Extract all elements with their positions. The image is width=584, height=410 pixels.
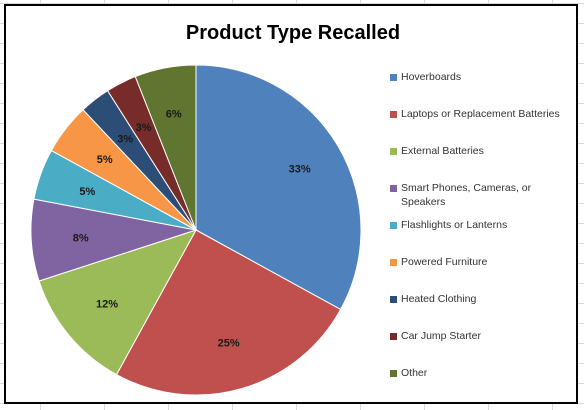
legend-swatch bbox=[390, 333, 397, 340]
legend-item: Car Jump Starter bbox=[390, 329, 571, 343]
legend-item: External Batteries bbox=[390, 144, 571, 158]
chart-title: Product Type Recalled bbox=[185, 22, 401, 44]
data-label-4: 8% bbox=[73, 232, 89, 244]
legend-label: Hoverboards bbox=[401, 71, 462, 83]
legend-swatch bbox=[390, 111, 397, 118]
pie-data-labels: 33% 25% 12% 8% 5% 5% 3%3% 6% bbox=[73, 108, 311, 349]
legend-label: Other bbox=[401, 367, 428, 379]
legend-label: Heated Clothing bbox=[401, 293, 477, 305]
legend-item: Other bbox=[390, 366, 571, 380]
data-label-7: 3% bbox=[117, 134, 133, 146]
legend-item: Powered Furniture bbox=[390, 255, 571, 269]
legend-item: Laptops or Replacement Batteries bbox=[390, 107, 571, 121]
legend-swatch bbox=[390, 74, 397, 81]
pie-slice-9[interactable] bbox=[134, 64, 197, 231]
legend-item: Hoverboards bbox=[390, 70, 571, 84]
legend-swatch bbox=[390, 296, 397, 303]
pie-slices bbox=[30, 64, 362, 396]
legend-swatch bbox=[390, 259, 397, 266]
data-label-1: 33% bbox=[289, 164, 311, 176]
legend-swatch bbox=[390, 148, 397, 155]
data-label-6: 5% bbox=[97, 154, 113, 166]
data-label-2: 25% bbox=[218, 338, 240, 350]
pie-chart[interactable]: 33% 25% 12% 8% 5% 5% 3%3% 6% bbox=[6, 6, 576, 402]
chart-area[interactable]: Product Type Recalled 33% 25% 12% 8% 5% 5% 3% 3… bbox=[4, 4, 578, 404]
legend-label: Car Jump Starter bbox=[401, 330, 481, 342]
legend-label: Flashlights or Lanterns bbox=[401, 219, 508, 231]
data-label-3: 12% bbox=[96, 299, 118, 311]
legend-label: Laptops or Replacement Batteries bbox=[401, 108, 560, 120]
data-label-5: 5% bbox=[79, 186, 95, 198]
legend-item: Flashlights or Lanterns bbox=[390, 218, 571, 232]
legend-label: Powered Furniture bbox=[401, 256, 488, 268]
legend-swatch bbox=[390, 222, 397, 229]
pie-slice-1[interactable] bbox=[195, 64, 362, 311]
legend-swatch bbox=[390, 185, 397, 192]
pie-slice-2[interactable] bbox=[115, 229, 342, 396]
legend-label: Smart Phones, Cameras, or Speakers bbox=[401, 182, 532, 208]
legend-swatch bbox=[390, 370, 397, 377]
legend-label: External Batteries bbox=[401, 145, 484, 157]
data-label-9: 6% bbox=[166, 108, 182, 120]
pie-slice-3[interactable] bbox=[38, 229, 198, 376]
legend-item: Smart Phones, Cameras, or Speakers bbox=[390, 181, 571, 209]
legend-item: Heated Clothing bbox=[390, 292, 571, 306]
data-label-8: 3% bbox=[136, 122, 152, 134]
